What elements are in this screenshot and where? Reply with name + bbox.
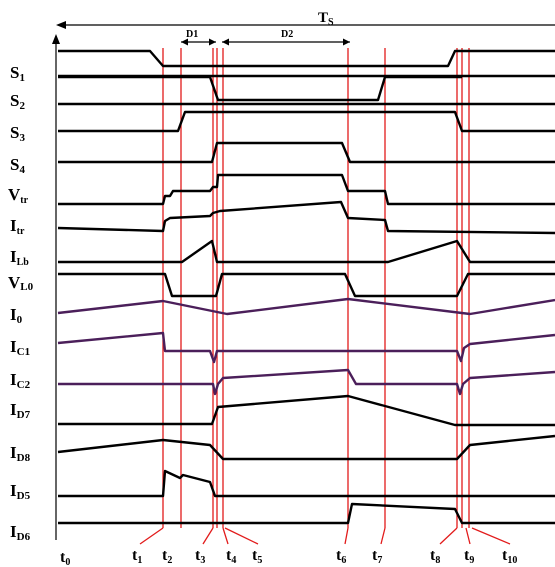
time-t5: t5 (252, 547, 262, 566)
d2-interval: D2 (222, 29, 350, 46)
time-t8: t8 (430, 547, 440, 566)
waveform-itr (57, 200, 555, 235)
time-t1: t1 (132, 547, 142, 566)
waveform-ic1 (57, 331, 555, 364)
waveform-vl0 (58, 272, 555, 298)
label-i0: I0 (10, 305, 23, 326)
label-id6: ID6 (10, 522, 31, 543)
time-t9: t9 (464, 547, 474, 566)
waveform-ilb (58, 239, 555, 264)
time-t2: t2 (162, 547, 172, 566)
label-s1: S1 (10, 63, 25, 84)
waveform-id5 (58, 469, 555, 498)
waveform-id6 (58, 502, 555, 525)
time-labels: t0 t1 t2 t3 t4 t5 t6 t7 t8 t9 t10 (60, 547, 517, 567)
d1-label: D1 (186, 29, 198, 40)
vertical-axis (52, 34, 60, 540)
waveform-ic2 (58, 368, 555, 396)
label-id5: ID5 (10, 481, 31, 502)
waveforms (57, 49, 555, 525)
label-vl0: VL0 (8, 273, 34, 293)
waveform-vtr (58, 173, 555, 206)
label-s2: S2 (10, 91, 25, 112)
label-s4: S4 (10, 155, 25, 176)
label-id8: ID8 (10, 443, 31, 464)
label-ic2: IC2 (10, 370, 31, 391)
time-t10: t10 (502, 547, 517, 566)
time-label-leaders (139, 527, 511, 545)
label-ic1: IC1 (10, 337, 30, 358)
period-label: TS (318, 10, 334, 28)
time-t6: t6 (336, 547, 346, 566)
waveform-s1 (58, 49, 555, 68)
waveform-id7 (58, 394, 555, 427)
label-s3: S3 (10, 123, 25, 144)
signal-labels: S1 S2 S3 S4 Vtr Itr ILb VL0 I0 IC1 IC2 I… (8, 63, 34, 543)
waveform-s3 (58, 110, 555, 133)
time-t4: t4 (226, 547, 236, 566)
time-t3: t3 (195, 547, 205, 566)
d1-interval: D1 (181, 29, 216, 46)
waveform-s4 (58, 141, 555, 164)
label-itr: Itr (10, 216, 25, 237)
label-ilb: ILb (10, 247, 29, 268)
label-id7: ID7 (10, 400, 31, 421)
time-t0: t0 (60, 549, 70, 567)
time-t7: t7 (372, 547, 382, 566)
waveform-i0 (57, 297, 555, 316)
d2-label: D2 (281, 29, 293, 40)
label-vtr: Vtr (8, 185, 29, 206)
time-marker-lines (162, 48, 470, 528)
period-arrow: TS (56, 10, 555, 29)
waveform-id8 (57, 434, 555, 461)
waveform-s2 (58, 75, 462, 102)
